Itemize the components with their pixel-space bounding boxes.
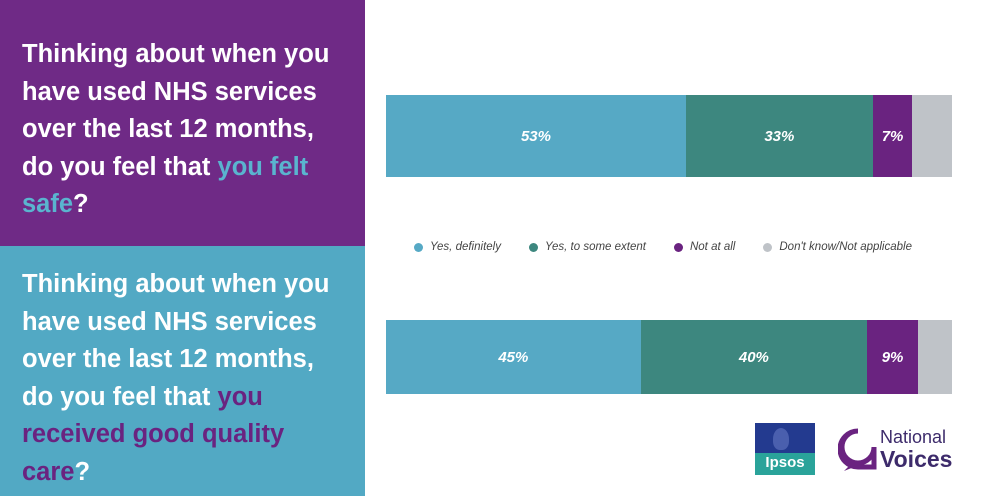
ipsos-head-icon [773, 428, 789, 450]
legend-dot [528, 242, 538, 252]
legend-item-dont-know: Don't know/Not applicable [763, 241, 912, 253]
legend-item-yes-some-extent: Yes, to some extent [528, 241, 646, 253]
speech-bubble-icon [838, 428, 877, 471]
national-voices-line2: Voices [880, 446, 953, 472]
data-label: 33% [764, 127, 795, 145]
segment-dont-know [918, 320, 952, 394]
data-label: 9% [881, 348, 904, 366]
national-voices-logo: National Voices [838, 425, 978, 475]
ipsos-logo: Ipsos [755, 423, 815, 475]
legend-dot [414, 242, 423, 252]
question-highlight: you felt safe [22, 152, 309, 219]
data-label: 53% [520, 127, 551, 145]
legend-label: Yes, definitely [430, 241, 501, 253]
legend-label: Not at all [689, 241, 736, 253]
ipsos-logo-text: Ipsos [765, 454, 805, 471]
ipsos-logo-band [755, 453, 815, 475]
question-highlight: you received good quality care [22, 382, 285, 486]
question-end: ? [74, 457, 91, 486]
question-text-care: Thinking about when you have used NHS se… [22, 266, 345, 491]
legend-label: Yes, to some extent [544, 241, 646, 253]
question-text-safe: Thinking about when you have used NHS se… [22, 36, 345, 224]
stacked-bar-care: 45% 40% 9% [386, 320, 952, 394]
legend-label: Don't know/Not applicable [779, 241, 912, 253]
question-panel-safe: Thinking about when you have used NHS se… [0, 0, 365, 246]
legend-item-not-at-all: Not at all [673, 241, 736, 253]
segment-yes-definitely: 45% [386, 320, 641, 394]
segment-yes-some-extent: 40% [640, 320, 868, 394]
data-label: 45% [498, 348, 529, 366]
stacked-bar-safe: 53% 33% 7% [386, 95, 952, 177]
chart-legend: Yes, definitely Yes, to some extent Not … [414, 241, 984, 253]
question-lead: Thinking about when you have used NHS se… [22, 40, 330, 181]
data-label: 40% [738, 348, 769, 366]
segment-yes-definitely: 53% [386, 95, 686, 177]
question-panel-care: Thinking about when you have used NHS se… [0, 246, 365, 496]
national-voices-line1: National [880, 427, 947, 447]
segment-dont-know [912, 95, 952, 177]
legend-dot [763, 242, 773, 252]
question-lead: Thinking about when you have used NHS se… [22, 270, 330, 411]
legend-item-yes-definitely: Yes, definitely [414, 241, 501, 253]
data-label: 7% [881, 127, 904, 145]
segment-not-at-all: 7% [872, 95, 913, 177]
segment-not-at-all: 9% [867, 320, 919, 394]
segment-yes-some-extent: 33% [685, 95, 873, 177]
legend-dot [673, 242, 683, 252]
question-end: ? [73, 190, 89, 218]
